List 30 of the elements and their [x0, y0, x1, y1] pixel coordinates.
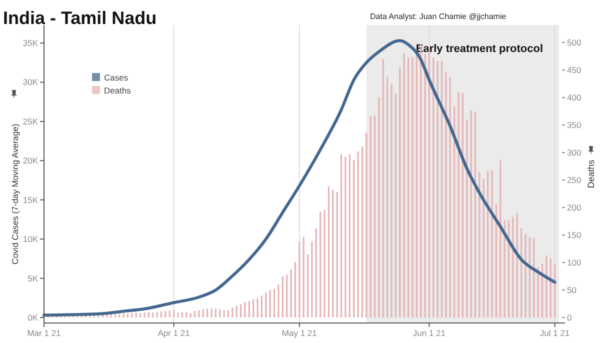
y-tick-label: 5K [28, 273, 38, 284]
y2-tick-label: 50 [567, 285, 577, 296]
y-axis-title: Covid Cases (7-day Moving Average) [10, 124, 20, 264]
x-tick-label: Jul 1 21 [540, 328, 570, 338]
y2-tick-label: 150 [567, 230, 582, 240]
y-tick-label: 0K [28, 312, 38, 323]
x-tick-label: Jun 1 21 [412, 328, 446, 338]
y2-tick-label: 350 [567, 120, 582, 130]
y2-tick-label: 250 [567, 175, 582, 186]
y-tick-label: 25K [22, 116, 38, 126]
y-tick-label: 35K [22, 38, 38, 48]
x-tick-label: May 1 21 [282, 328, 318, 338]
y2-axis-title: Deaths [586, 159, 596, 188]
x-tick-label: Apr 1 21 [158, 328, 190, 338]
y2-tick-label: 300 [567, 148, 582, 158]
y2-tick-label: 0 [567, 312, 572, 322]
y-tick-label: 10K [22, 234, 38, 244]
y-tick-label: 15K [22, 194, 38, 205]
y2-tick-label: 100 [567, 258, 582, 268]
chart-title: India - Tamil Nadu [3, 8, 157, 28]
y2-tick-label: 400 [567, 92, 582, 103]
y2-tick-label: 200 [567, 202, 582, 213]
x-tick-label: Mar 1 21 [27, 328, 62, 338]
legend-label: Cases [104, 72, 128, 82]
legend-label: Deaths [104, 86, 131, 96]
text: Data Analyst: Juan Chamie @jjchamie [370, 12, 507, 21]
y2-tick-label: 500 [567, 38, 582, 48]
y-tick-label: 30K [22, 77, 38, 88]
y-tick-label: 20K [22, 156, 38, 166]
y2-tick-label: 450 [567, 65, 582, 76]
